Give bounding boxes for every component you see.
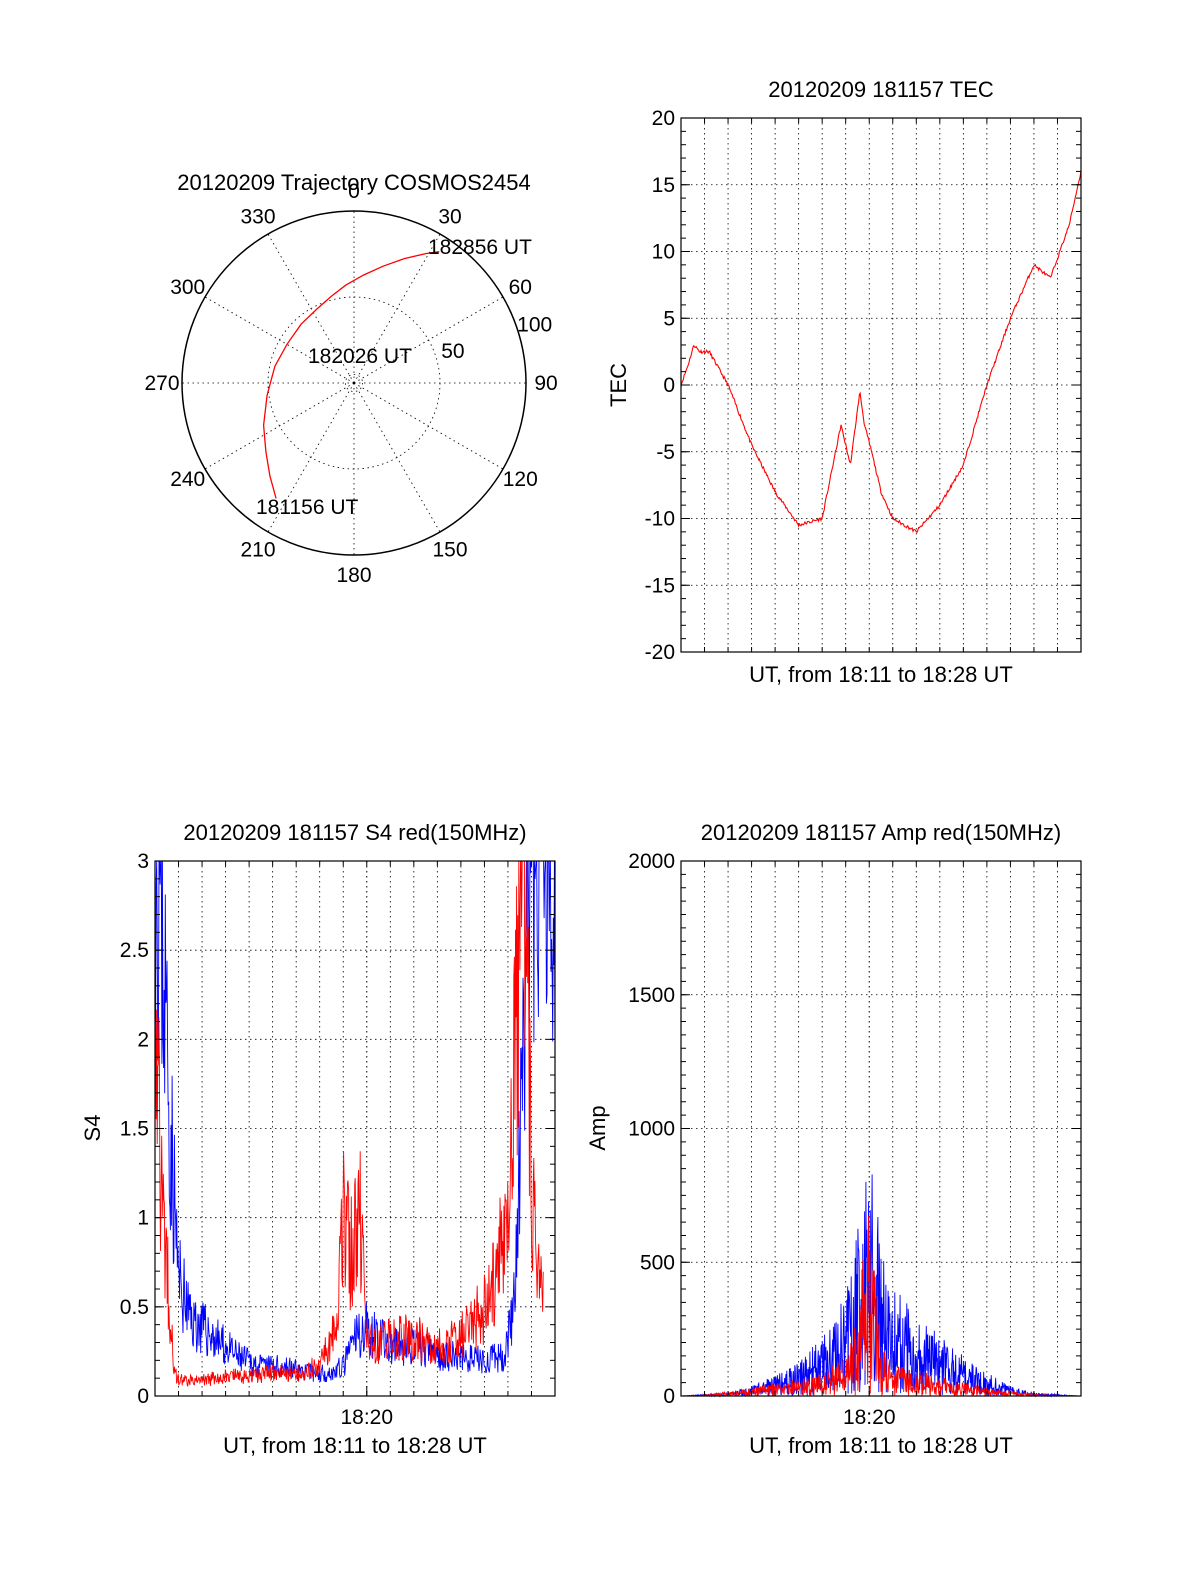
tec-ytick-label: -20	[645, 641, 675, 664]
tec-ytick-label: 20	[652, 107, 675, 130]
s4-series-2	[154, 860, 544, 1387]
tec-ylabel: TEC	[606, 363, 631, 407]
polar-title: 20120209 Trajectory COSMOS2454	[177, 170, 530, 195]
s4-ytick-label: 2.5	[120, 939, 149, 962]
amp-ylabel: Amp	[585, 1105, 610, 1150]
polar-angle-label-0: 0	[348, 180, 360, 203]
tec-ytick-label: 15	[652, 174, 675, 197]
polar-spoke-330	[267, 233, 355, 384]
polar-radial-label-50: 50	[441, 340, 464, 363]
polar-spoke-30	[353, 233, 441, 384]
s4-title: 20120209 181157 S4 red(150MHz)	[183, 820, 526, 845]
amp-xtick-label: 18:20	[843, 1406, 896, 1429]
polar-angle-label-90: 90	[534, 372, 557, 395]
amp-xlabel: UT, from 18:11 to 18:28 UT	[749, 1433, 1013, 1458]
s4-chart: 20120209 181157 S4 red(150MHz) 3 2.5 2 1.5 1…	[80, 820, 556, 1458]
polar-angle-label-150: 150	[432, 538, 467, 561]
annotation-181156: 181156 UT	[256, 496, 359, 519]
polar-angle-label-300: 300	[170, 276, 205, 299]
annotation-182026: 182026 UT	[308, 345, 412, 368]
s4-ytick-label: 2	[137, 1028, 149, 1051]
s4-xlabel: UT, from 18:11 to 18:28 UT	[223, 1433, 487, 1458]
amp-title: 20120209 181157 Amp red(150MHz)	[701, 820, 1061, 845]
polar-angle-label-330: 330	[240, 206, 275, 229]
polar-angle-label-120: 120	[503, 468, 538, 491]
s4-ytick-label: 1.5	[120, 1118, 149, 1141]
tec-chart: 20120209 181157 TEC 20151050-5-10-15-20 …	[606, 77, 1082, 687]
polar-angle-label-240: 240	[170, 468, 205, 491]
polar-spoke-150	[353, 382, 441, 533]
polar-spoke-60	[353, 296, 504, 384]
tec-title: 20120209 181157 TEC	[768, 77, 994, 102]
tec-ytick-label: 5	[663, 307, 675, 330]
polar-center-ring	[344, 373, 363, 392]
amp-ytick-label: 0	[663, 1385, 675, 1408]
polar-angle-label-30: 30	[438, 206, 461, 229]
annotation-182856: 182856 UT	[428, 236, 532, 259]
amp-series-2	[681, 1215, 1081, 1398]
polar-angle-label-60: 60	[509, 276, 532, 299]
polar-angle-label-180: 180	[336, 564, 371, 587]
trajectory-line	[262, 251, 440, 499]
polar-outer-circle	[181, 210, 527, 556]
amp-ytick-label: 2000	[628, 850, 675, 873]
s4-series-1	[154, 860, 556, 1383]
amp-chart: 20120209 181157 Amp red(150MHz) 2000 1500…	[585, 820, 1082, 1458]
amp-ytick-label: 500	[640, 1251, 675, 1274]
s4-xtick-label: 18:20	[340, 1406, 393, 1429]
tec-ytick-label: -5	[656, 441, 675, 464]
s4-ytick-label: 0.5	[120, 1296, 149, 1319]
s4-ytick-label: 0	[137, 1385, 149, 1408]
polar-angle-label-210: 210	[240, 538, 275, 561]
polar-spoke-300	[204, 296, 355, 384]
amp-ytick-label: 1000	[628, 1118, 675, 1141]
tec-ytick-label: -10	[645, 508, 675, 531]
s4-ytick-label: 1	[137, 1207, 149, 1230]
polar-spoke-120	[353, 382, 504, 470]
tec-ytick-label: 10	[652, 241, 675, 264]
polar-radial-label-100: 100	[517, 313, 552, 336]
amp-ytick-label: 1500	[628, 984, 675, 1007]
tec-ytick-label: 0	[663, 374, 675, 397]
tec-series-1	[680, 170, 1082, 534]
tec-ytick-label: -15	[645, 574, 675, 597]
polar-angle-label-270: 270	[144, 372, 179, 395]
s4-ytick-label: 3	[137, 850, 149, 873]
polar-trajectory-chart: 20120209 Trajectory COSMOS2454 0 30 60 90 12…	[144, 170, 557, 587]
polar-spoke-210	[267, 382, 355, 533]
tec-xlabel: UT, from 18:11 to 18:28 UT	[749, 662, 1013, 687]
polar-spoke-240	[204, 382, 355, 470]
s4-ylabel: S4	[80, 1115, 105, 1142]
